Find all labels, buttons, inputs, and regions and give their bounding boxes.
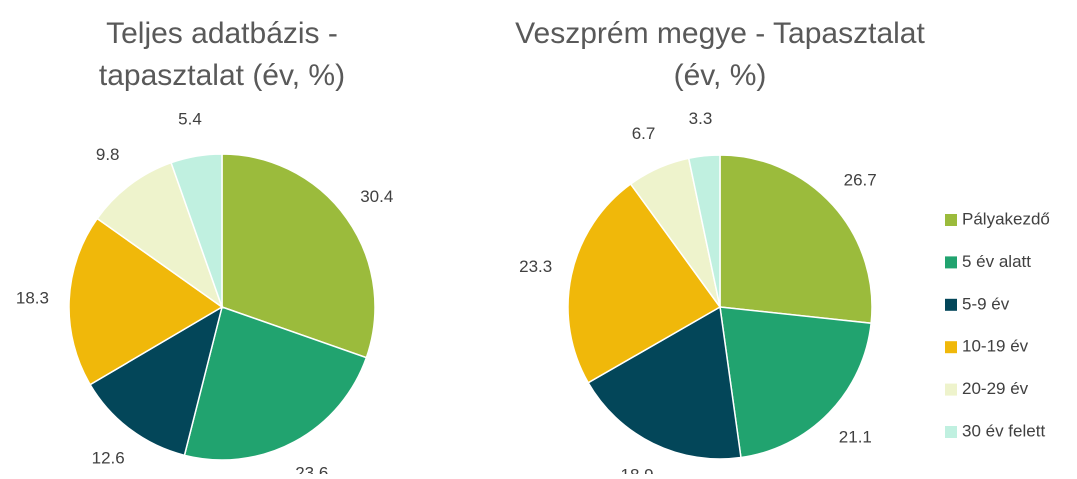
- pie-slice: [221, 153, 376, 359]
- data-label: 21.1: [839, 428, 872, 447]
- data-label: 6.7: [632, 124, 656, 143]
- pie-slice: [719, 154, 873, 325]
- pie-slice: [89, 305, 224, 457]
- chart-title: Teljes adatbázis -: [106, 17, 338, 50]
- legend-label: 30 év felett: [962, 421, 1045, 440]
- pie-slice: [68, 217, 224, 386]
- chart-title: tapasztalat (év, %): [99, 59, 345, 92]
- legend-label: 5-9 év: [962, 294, 1010, 313]
- pie-slice: [183, 306, 368, 461]
- pie-slice: [96, 161, 224, 309]
- data-label: 26.7: [844, 171, 877, 190]
- legend-label: 20-29 év: [962, 379, 1029, 398]
- legend-swatch: [945, 383, 957, 396]
- data-label: 23.6: [295, 464, 328, 474]
- legend-swatch: [945, 426, 957, 438]
- chart-title: Veszprém megye - Tapasztalat: [515, 17, 925, 50]
- legend-label: 10-19 év: [962, 337, 1029, 356]
- pie-slice: [719, 306, 872, 459]
- pie-slice: [587, 305, 742, 460]
- legend-swatch: [945, 214, 957, 226]
- data-label: 18.9: [621, 466, 654, 474]
- pie-slice: [567, 182, 722, 384]
- data-label: 30.4: [360, 187, 393, 206]
- legend-swatch: [945, 298, 957, 311]
- legend-label: 5 év alatt: [962, 252, 1031, 271]
- legend-swatch: [945, 256, 957, 269]
- data-label: 18.3: [16, 288, 49, 307]
- data-label: 3.3: [689, 109, 713, 128]
- legend-swatch: [945, 341, 957, 354]
- legend-label: Pályakezdő: [962, 209, 1050, 228]
- data-label: 5.4: [178, 109, 202, 128]
- pie-slice: [170, 153, 223, 308]
- chart-title: (év, %): [674, 59, 767, 92]
- data-label: 23.3: [519, 257, 552, 276]
- pie-slice: [687, 154, 721, 308]
- data-label: 12.6: [92, 448, 125, 467]
- data-label: 9.8: [96, 145, 120, 164]
